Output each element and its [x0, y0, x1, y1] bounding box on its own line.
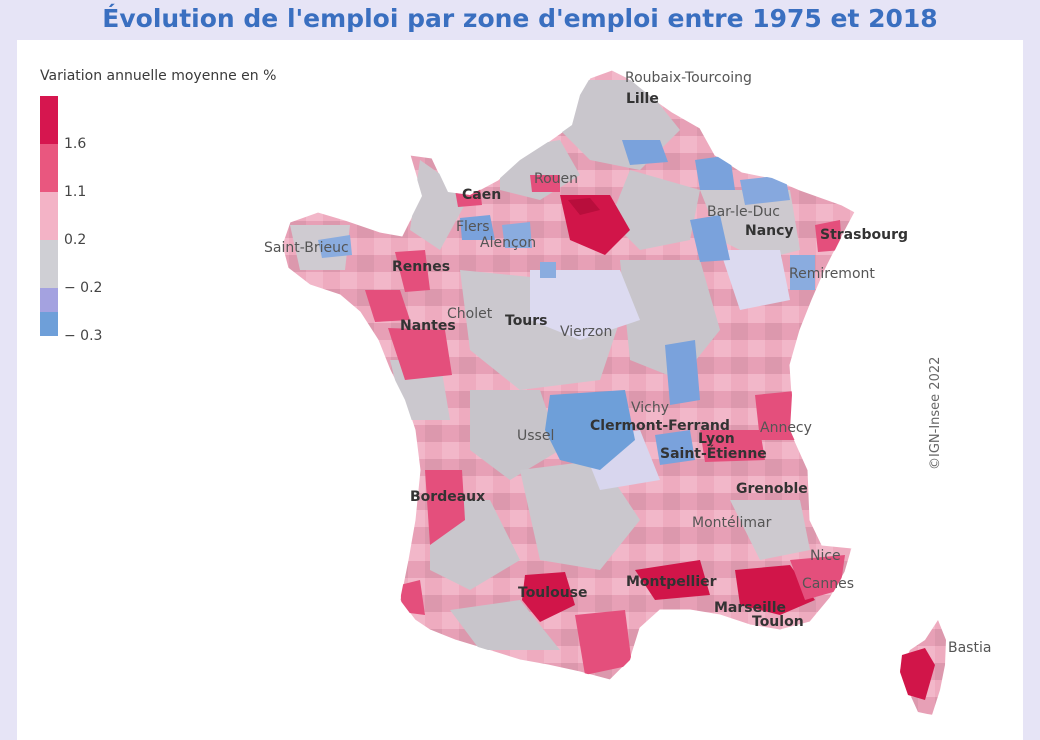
map-title: Évolution de l'emploi par zone d'emploi …	[102, 4, 938, 33]
legend-swatch-2	[40, 144, 58, 192]
city-label: Vierzon	[560, 324, 613, 340]
zone-blue-massif-central	[545, 390, 635, 470]
zone-pink-nice	[790, 555, 845, 600]
legend-swatch-1	[40, 96, 58, 144]
zone-regions	[290, 80, 845, 675]
legend-color-scale	[40, 96, 58, 336]
city-label: Flers	[456, 219, 490, 235]
legend-swatch-4	[40, 240, 58, 288]
zone-pink-roussillon	[575, 610, 632, 675]
zone-blue-lorraine	[740, 175, 790, 205]
legend-label-1: 1.6	[64, 136, 87, 152]
zone-red-toulouse	[522, 572, 575, 622]
city-label: Cholet	[447, 306, 493, 322]
city-label: Annecy	[760, 420, 812, 436]
zone-pink-nantes	[365, 290, 410, 322]
zone-pink-lyon	[700, 430, 765, 462]
zone-grey-alps	[730, 500, 810, 560]
zone-red-ajaccio	[900, 648, 935, 700]
zone-grey-normandie	[410, 160, 470, 250]
copyright-note: ©IGN-Insee 2022	[928, 356, 943, 470]
zone-pink-rouen	[530, 175, 560, 192]
zone-pink-alsace	[815, 220, 842, 252]
zone-pink-vendee	[388, 328, 452, 380]
city-label: Rennes	[392, 259, 451, 275]
zone-lavender-east	[720, 250, 790, 310]
city-label: Nancy	[745, 223, 794, 239]
city-label: Cannes	[802, 576, 855, 592]
city-label: Tours	[505, 313, 548, 329]
legend-label-3: 0.2	[64, 232, 87, 248]
city-label: Grenoble	[736, 481, 808, 497]
corsica	[900, 620, 946, 715]
zone-pink-rennes	[395, 250, 430, 292]
city-label: Saint-Étienne	[660, 446, 767, 462]
legend-swatch-6	[40, 312, 58, 336]
mainland-france	[281, 69, 856, 681]
zone-grey-limousin	[470, 390, 560, 480]
zone-lavender-center	[530, 270, 640, 340]
legend-swatch-5	[40, 288, 58, 312]
city-label: Strasbourg	[820, 227, 908, 243]
legend-label-2: 1.1	[64, 184, 87, 200]
city-label: Roubaix-Tourcoing	[625, 70, 752, 86]
city-label: Toulon	[752, 614, 804, 630]
zone-blue-morvan	[665, 340, 700, 405]
city-label: Rouen	[534, 171, 579, 187]
city-label: Marseille	[714, 600, 787, 616]
city-label: Toulouse	[518, 585, 588, 601]
city-label: Bar-le-Duc	[707, 204, 781, 220]
zone-blue-brieuc	[318, 235, 352, 258]
zone-blue-nord	[622, 140, 668, 165]
city-label: Caen	[462, 187, 502, 203]
city-label: Lille	[626, 91, 659, 107]
city-label: Lyon	[698, 431, 735, 447]
legend-label-5: − 0.3	[64, 328, 103, 344]
zone-pink-bordeaux	[425, 470, 465, 545]
city-label: Bordeaux	[410, 489, 486, 505]
zone-blue-small	[540, 262, 556, 278]
zone-blue-meuse	[690, 215, 730, 262]
city-label: Nice	[810, 548, 841, 564]
zone-red-montpellier	[635, 560, 710, 600]
city-label: Montélimar	[692, 515, 772, 531]
legend-swatch-3	[40, 192, 58, 240]
zone-red-marseille	[735, 565, 815, 615]
zone-blue-ardennes	[695, 155, 735, 190]
city-label: Vichy	[631, 400, 670, 416]
city-label: Montpellier	[626, 574, 717, 590]
zone-grey-pyrenees	[450, 600, 560, 650]
city-label: Remiremont	[789, 266, 875, 282]
zone-red-paris-core	[568, 198, 600, 215]
zone-grey-champagne	[610, 170, 700, 250]
legend-label-4: − 0.2	[64, 280, 103, 296]
zone-blue-flers	[460, 215, 495, 240]
city-label: Alençon	[480, 235, 537, 251]
city-label: Nantes	[400, 318, 456, 334]
legend-title: Variation annuelle moyenne en %	[40, 68, 277, 84]
city-label: Bastia	[948, 640, 992, 656]
city-label: Ussel	[517, 428, 555, 444]
zone-blue-saint-etienne	[655, 430, 695, 465]
zone-pink-basque	[400, 580, 425, 615]
zone-blue-vosges	[790, 255, 815, 290]
city-label: Clermont-Ferrand	[590, 418, 730, 434]
city-label: Saint-Brieuc	[264, 240, 349, 256]
zone-blue-alencon	[502, 222, 532, 248]
